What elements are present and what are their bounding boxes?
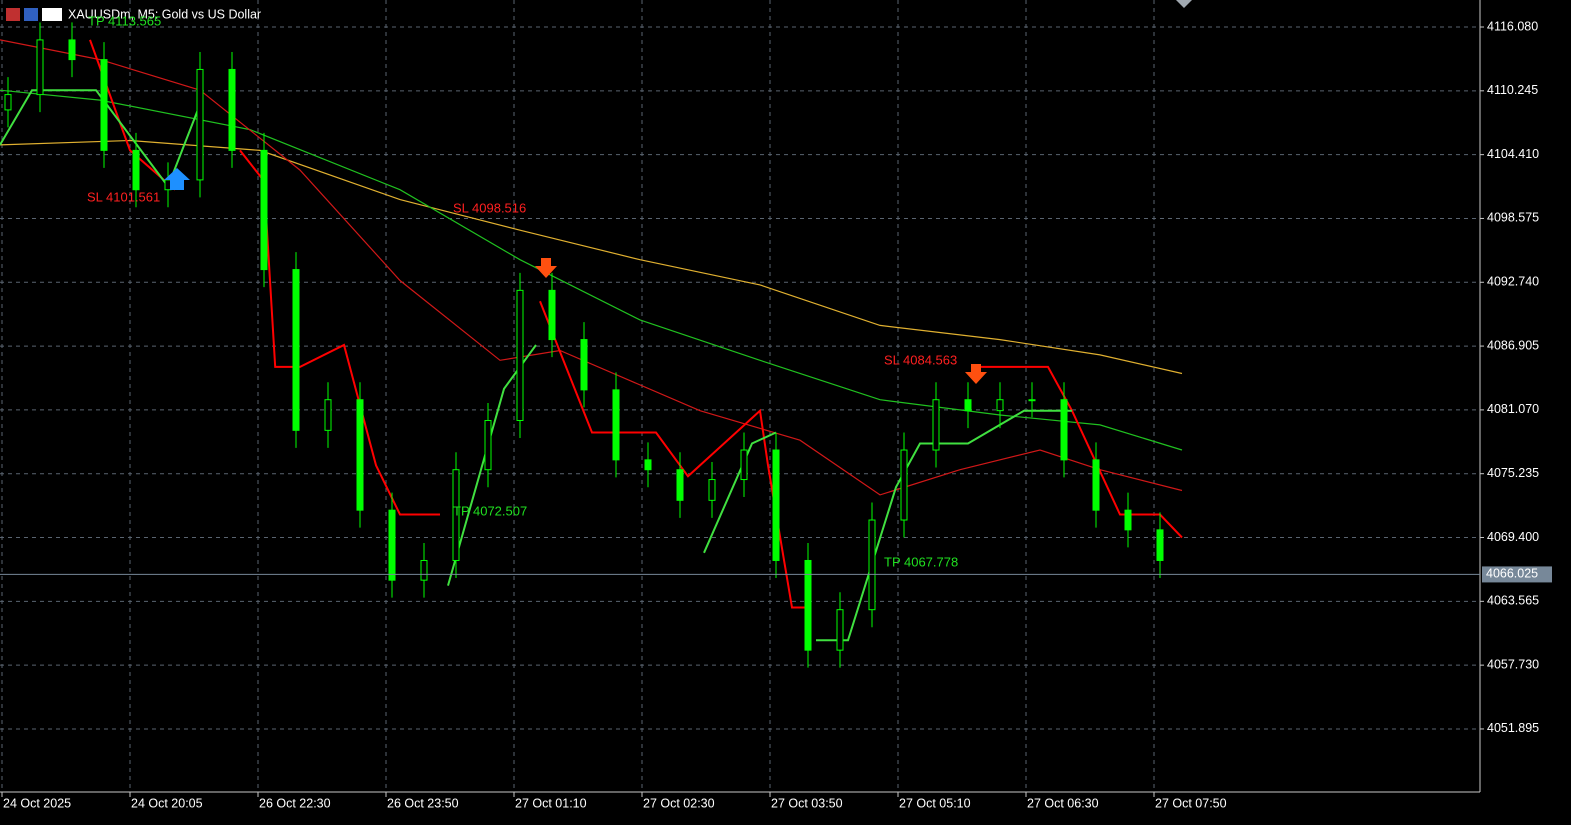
y-tick-label: 4116.080 <box>1487 19 1538 33</box>
indicator-line <box>0 89 1072 642</box>
candle-body <box>420 559 428 581</box>
y-tick-label: 4063.565 <box>1487 594 1539 608</box>
annotation: TP 4072.507 <box>453 503 527 518</box>
candle-body <box>4 94 12 111</box>
x-tick-label: 27 Oct 03:50 <box>771 796 843 810</box>
x-tick-label: 27 Oct 07:50 <box>1155 796 1227 810</box>
y-tick-label: 4081.070 <box>1487 402 1539 416</box>
plot <box>0 0 1480 792</box>
candle-body <box>612 389 620 461</box>
candle-body <box>260 149 268 271</box>
candle-body <box>132 149 140 191</box>
x-tick-label: 26 Oct 23:50 <box>387 796 459 810</box>
chart-title: XAUUSDm, M5: Gold vs US Dollar <box>68 7 261 21</box>
candle-body <box>452 469 460 561</box>
candle-body <box>1156 529 1164 561</box>
candle-body <box>36 39 44 96</box>
candle-body <box>1092 459 1100 511</box>
candle-body <box>644 459 652 471</box>
sell-arrow <box>965 364 987 384</box>
icon <box>24 8 38 21</box>
buy-arrow <box>164 168 190 190</box>
icon <box>42 8 62 21</box>
y-tick-label: 4069.400 <box>1487 530 1539 544</box>
candle-body <box>996 399 1004 412</box>
current-price-box <box>1482 566 1552 583</box>
annotation: TP 4113.565 <box>88 13 161 28</box>
icon <box>6 8 20 21</box>
candle-body <box>324 399 332 431</box>
candle-body <box>68 39 76 61</box>
annotation: SL 4098.516 <box>453 200 526 215</box>
candle-body <box>580 339 588 391</box>
annotation: SL 4084.563 <box>884 352 957 367</box>
x-tick-label: 27 Oct 02:30 <box>643 796 715 810</box>
x-tick-label: 27 Oct 05:10 <box>899 796 971 810</box>
y-tick-label: 4057.730 <box>1487 657 1539 671</box>
candle-body <box>196 68 204 181</box>
candle-body <box>836 609 844 651</box>
candle-body <box>804 559 812 651</box>
indicator-line <box>89 39 1183 609</box>
y-tick-label: 4075.235 <box>1487 466 1539 480</box>
candle-body <box>964 399 972 412</box>
candle-body <box>356 399 364 511</box>
candle-body <box>292 269 300 431</box>
candle-body <box>772 449 780 561</box>
candle-body <box>100 59 108 151</box>
y-tick-label: 4086.905 <box>1487 338 1539 352</box>
x-tick-label: 27 Oct 01:10 <box>515 796 587 810</box>
candle-body <box>1028 399 1036 402</box>
candle-body <box>740 449 748 481</box>
candle-body <box>708 479 716 501</box>
candle-body <box>484 419 492 471</box>
current-price-label: 4066.025 <box>1486 567 1538 581</box>
candle-body <box>516 289 524 421</box>
candle-body <box>548 289 556 341</box>
candle-body <box>900 449 908 521</box>
x-tick-label: 24 Oct 20:05 <box>131 796 203 810</box>
x-tick-label: 26 Oct 22:30 <box>259 796 331 810</box>
indicator-line <box>0 139 1183 375</box>
candle-body <box>228 68 236 151</box>
y-tick-label: 4104.410 <box>1487 147 1539 161</box>
sell-arrow <box>535 258 557 278</box>
candle-body <box>932 399 940 451</box>
y-tick-label: 4098.575 <box>1487 211 1539 225</box>
candle-body <box>1060 399 1068 461</box>
candle-body <box>868 519 876 611</box>
candle-body <box>1124 509 1132 531</box>
candle-body <box>388 509 396 581</box>
y-tick-label: 4092.740 <box>1487 275 1539 289</box>
y-tick-label: 4051.895 <box>1487 721 1539 735</box>
annotation: TP 4067.778 <box>884 554 958 569</box>
annotation: SL 4101.561 <box>87 189 160 204</box>
x-tick-label: 27 Oct 06:30 <box>1027 796 1099 810</box>
y-tick-label: 4110.245 <box>1487 83 1538 97</box>
indicator-line <box>0 39 1183 496</box>
x-tick-label: 24 Oct 2025 <box>3 796 71 810</box>
marker <box>1176 0 1192 8</box>
candle-body <box>676 469 684 501</box>
